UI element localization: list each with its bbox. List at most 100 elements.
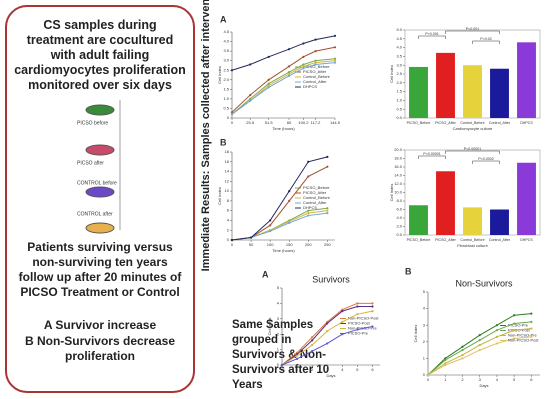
point (326, 165, 329, 168)
point (269, 219, 272, 222)
y-axis-label: Cell Index (217, 66, 222, 84)
dish-label: PICSO before (77, 120, 108, 126)
x-tick-label: 0 (231, 242, 234, 247)
point (230, 238, 234, 242)
point (302, 42, 305, 45)
legend-label: Control_Before (303, 74, 331, 79)
bar (409, 66, 428, 118)
significance-label: P<0.00001 (464, 147, 482, 151)
point (495, 342, 499, 345)
point (267, 86, 270, 89)
x-tick-label: 3 (479, 377, 482, 382)
left-panel (5, 5, 195, 393)
significance-bracket (445, 150, 500, 154)
x-tick-label: Control_After (489, 238, 511, 242)
y-tick-label: 2 (423, 339, 426, 344)
x-tick-label: DHPCS (520, 238, 533, 242)
bar (409, 205, 428, 235)
legend-label: Non-PICSO-Post (348, 316, 379, 321)
x-tick-label: PICSO_After (435, 238, 457, 242)
legend-label: Control_After (303, 200, 327, 205)
point (356, 328, 359, 331)
y-tick-label: 3.5 (396, 53, 402, 58)
point (326, 322, 329, 325)
bar (436, 171, 455, 235)
x-tick-label: 117.2 (311, 120, 321, 125)
point (230, 111, 234, 114)
y-tick-label: 10 (225, 188, 230, 193)
x-tick-label: 3 (326, 367, 329, 372)
point (267, 78, 270, 81)
legend-label: PICSO_Before (303, 64, 330, 69)
legend-label: Control_After (303, 79, 327, 84)
point (326, 330, 329, 333)
panel-label: A (220, 14, 227, 24)
point (478, 334, 481, 337)
y-tick-label: 2 (277, 331, 280, 336)
x-tick-label: DHPCS (520, 121, 533, 125)
y-tick-label: 2 (227, 227, 230, 232)
chart-title: Non-Survivors (455, 278, 513, 288)
x-tick-label: Control_Before (460, 238, 484, 242)
significance-bracket (472, 40, 500, 44)
point (295, 354, 299, 357)
point (314, 50, 317, 53)
point (444, 363, 447, 367)
point (333, 34, 337, 37)
significance-label: P<0.001 (425, 32, 439, 36)
point (314, 61, 317, 64)
dish-illustration: PICSO before PICSO after CONTROL before … (77, 100, 121, 234)
point (287, 65, 291, 68)
bar (517, 42, 536, 118)
x-tick-label: PICSO_Before (407, 238, 431, 242)
y-tick-label: 6 (227, 208, 230, 213)
x-tick-label: 4 (496, 377, 499, 382)
point (444, 358, 447, 362)
point (326, 155, 329, 158)
legend-label: DHPCS (303, 84, 317, 89)
y-tick-label: 6.0 (396, 207, 402, 212)
y-tick-label: 0.0 (396, 115, 402, 120)
point (356, 313, 359, 316)
y-tick-label: 0.0 (396, 232, 402, 237)
y-tick-label: 16.0 (394, 164, 403, 169)
point (326, 207, 329, 210)
point (495, 329, 499, 332)
point (311, 343, 314, 347)
x-tick-label: 250 (324, 242, 331, 247)
point (302, 55, 305, 58)
x-axis-label: Cardiomyocyte culture (453, 126, 494, 131)
x-axis-label: Time (hours) (272, 126, 295, 131)
point (478, 349, 481, 352)
bar (517, 162, 536, 235)
point (314, 63, 317, 66)
y-tick-label: 3.5 (223, 48, 229, 53)
y-tick-label: 8.0 (396, 198, 402, 203)
x-axis-label: Fibroblast culture (457, 243, 488, 248)
point (341, 310, 344, 313)
x-tick-label: 1 (444, 377, 447, 382)
point (287, 74, 291, 78)
point (230, 113, 234, 116)
x-tick-label: 0 (427, 377, 430, 382)
point (307, 214, 310, 217)
y-axis-label: Cell Index (217, 187, 222, 205)
point (288, 221, 291, 224)
point (287, 71, 291, 74)
dish-label: CONTROL after (77, 211, 113, 217)
point (311, 339, 314, 342)
y-tick-label: 20.0 (394, 147, 403, 152)
y-tick-label: 0 (227, 115, 230, 120)
y-tick-label: 10.0 (394, 190, 403, 195)
series-line (231, 156, 328, 241)
x-tick-label: 80 (287, 120, 292, 125)
y-tick-label: 1.5 (396, 89, 402, 94)
y-tick-label: 2.5 (223, 67, 229, 72)
side-title: Immediate Results: Samples collected aft… (200, 0, 212, 271)
series-line (231, 212, 328, 241)
y-tick-label: 1.0 (396, 97, 402, 102)
point (287, 48, 291, 51)
point (295, 357, 299, 360)
y-axis-label: Cell Index (389, 184, 394, 202)
